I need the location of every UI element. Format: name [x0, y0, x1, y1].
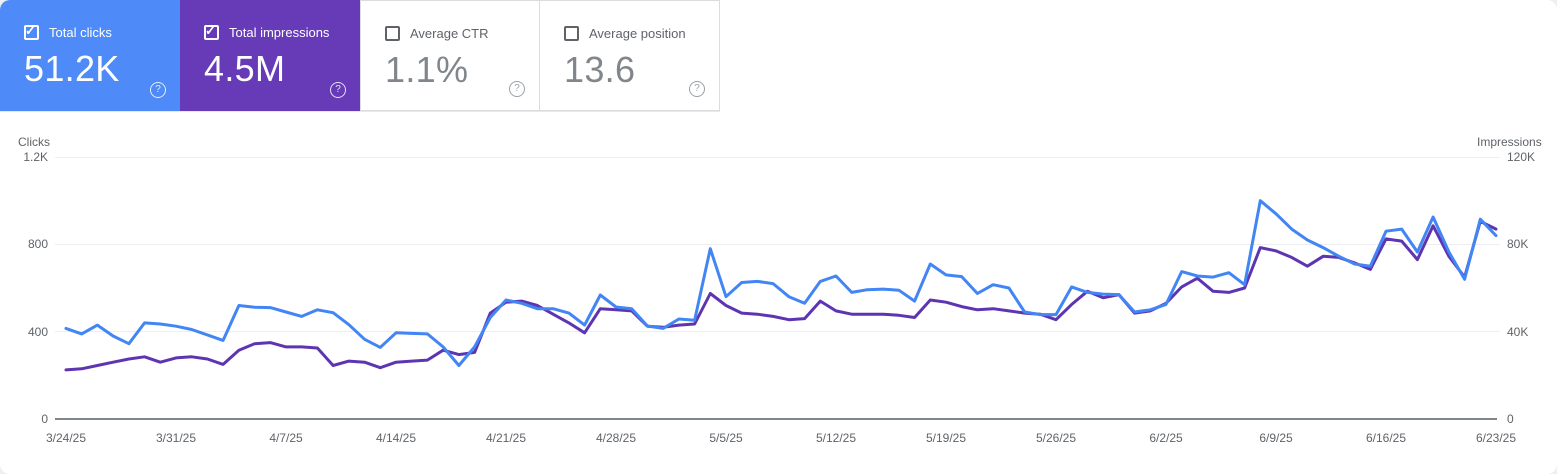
card-average-position-header: Average position — [540, 1, 719, 41]
y-left-tick-label: 400 — [27, 324, 48, 339]
card-total-clicks[interactable]: Total clicks 51.2K — [0, 0, 180, 111]
card-value: 13.6 — [564, 49, 636, 90]
x-tick-label: 4/21/25 — [485, 431, 527, 445]
x-tick-label: 5/26/25 — [1035, 431, 1077, 445]
card-average-ctr-header: Average CTR — [361, 1, 539, 41]
left-axis-title: Clicks — [18, 135, 50, 149]
y-right-tick-label: 0 — [1507, 412, 1514, 426]
checkbox-unchecked-icon[interactable] — [564, 26, 579, 41]
card-label: Average CTR — [410, 26, 489, 41]
x-tick-label: 6/9/25 — [1259, 431, 1293, 445]
card-total-clicks-header: Total clicks — [0, 0, 180, 40]
card-average-position[interactable]: Average position 13.6 — [540, 0, 720, 111]
help-icon[interactable] — [509, 81, 525, 97]
x-tick-label: 3/31/25 — [155, 431, 197, 445]
x-tick-label: 5/19/25 — [925, 431, 967, 445]
x-tick-label: 3/24/25 — [45, 431, 87, 445]
metric-cards-row: Total clicks 51.2K Total impressions 4.5… — [0, 0, 720, 111]
help-icon[interactable] — [330, 82, 346, 98]
card-total-impressions-header: Total impressions — [180, 0, 360, 40]
x-tick-label: 4/14/25 — [375, 431, 417, 445]
chart-plot-area[interactable] — [55, 150, 1500, 419]
card-total-impressions[interactable]: Total impressions 4.5M — [180, 0, 360, 111]
card-value: 1.1% — [385, 49, 469, 90]
help-icon[interactable] — [689, 81, 705, 97]
x-tick-label: 6/2/25 — [1149, 431, 1183, 445]
x-tick-label: 5/5/25 — [709, 431, 743, 445]
card-label: Total clicks — [49, 25, 112, 40]
checkbox-checked-icon[interactable] — [204, 23, 219, 40]
x-tick-label: 6/23/25 — [1475, 431, 1517, 445]
y-right-tick-label: 40K — [1507, 324, 1529, 339]
card-value: 51.2K — [24, 48, 120, 89]
x-tick-label: 6/16/25 — [1365, 431, 1407, 445]
card-average-ctr[interactable]: Average CTR 1.1% — [360, 0, 540, 111]
checkbox-checked-icon[interactable] — [24, 23, 39, 40]
x-tick-label: 5/12/25 — [815, 431, 857, 445]
x-tick-label: 4/7/25 — [269, 431, 303, 445]
card-label: Average position — [589, 26, 686, 41]
x-axis-line — [55, 418, 1497, 420]
gridline — [55, 156, 1500, 158]
y-right-tick-label: 80K — [1507, 237, 1529, 252]
y-left-tick-label: 0 — [41, 412, 48, 426]
checkbox-unchecked-icon[interactable] — [385, 26, 400, 41]
card-label: Total impressions — [229, 25, 330, 40]
help-icon[interactable] — [150, 82, 166, 98]
y-right-tick-label: 120K — [1507, 150, 1536, 164]
x-tick-label: 4/28/25 — [595, 431, 637, 445]
card-value: 4.5M — [204, 48, 286, 89]
y-left-tick-label: 1.2K — [23, 150, 48, 164]
y-left-tick-label: 800 — [27, 237, 48, 252]
right-axis-title: Impressions — [1477, 135, 1542, 149]
